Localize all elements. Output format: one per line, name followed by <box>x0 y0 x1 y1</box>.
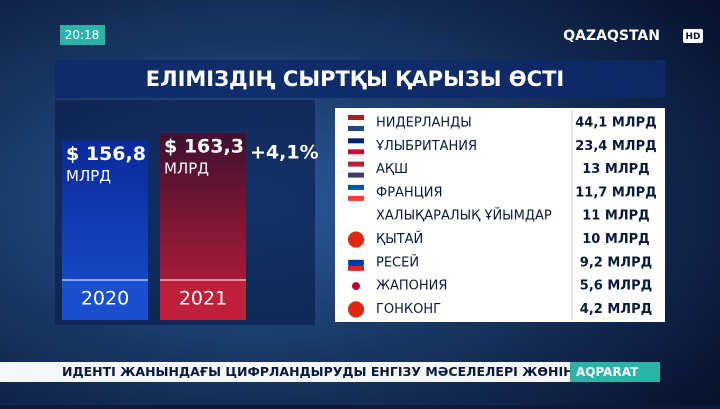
country: НИДЕРЛАНДЫ <box>376 116 472 131</box>
flag-stripe <box>348 265 364 271</box>
category-label: 2021 <box>179 288 227 310</box>
country: ФРАНЦИЯ <box>376 185 443 200</box>
flag-center <box>348 231 364 248</box>
amount: 13 МЛРД <box>582 162 649 177</box>
amount: 9,2 МЛРД <box>580 255 652 270</box>
country: ҰЛЫБРИТАНИЯ <box>375 139 477 154</box>
bar-footer <box>62 280 148 320</box>
flag-center <box>348 301 364 318</box>
country: АҚШ <box>376 162 408 177</box>
hd-text: HD <box>685 32 700 42</box>
table-panel <box>335 108 665 322</box>
flag-stripe <box>348 126 364 131</box>
country: ГОНКОНГ <box>376 302 441 317</box>
country: РЕСЕЙ <box>376 254 419 270</box>
flag-stripe <box>348 172 364 178</box>
amount: 10 МЛРД <box>582 232 649 247</box>
ticker-text: ИДЕНТІ ЖАНЫНДАҒЫ ЦИФРЛАНДЫРУДЫ ЕНГІЗУ МӘ… <box>62 364 606 379</box>
flag-stripe <box>348 254 364 260</box>
value-unit: МЛРД <box>164 160 209 178</box>
country: ҚЫТАЙ <box>376 231 423 247</box>
clock-box <box>60 25 105 45</box>
clock: 20:18 <box>65 28 100 42</box>
title-band <box>55 60 665 98</box>
hd-badge <box>683 29 703 43</box>
country: ЖАПОНИЯ <box>376 279 447 294</box>
ticker-band <box>0 362 570 382</box>
flag-stripe <box>348 115 364 120</box>
flag-stripe <box>348 184 364 190</box>
ticker-brand-box <box>570 362 660 382</box>
bar-footer <box>160 280 246 320</box>
amount: 44,1 МЛРД <box>575 116 656 131</box>
value-unit: МЛРД <box>66 167 111 185</box>
category-label: 2020 <box>81 288 129 310</box>
amount: 11 МЛРД <box>582 209 649 224</box>
amount: 5,6 МЛРД <box>580 279 652 294</box>
amount: 23,4 МЛРД <box>575 139 656 154</box>
amount: 11,7 МЛРД <box>575 185 656 200</box>
flag-center <box>352 282 360 291</box>
value-label: $ 163,3 <box>164 136 244 158</box>
flag-stripe <box>348 195 364 201</box>
amount: 4,2 МЛРД <box>580 302 652 317</box>
flag-stripe <box>348 138 364 144</box>
country: ХАЛЫҚАРАЛЫҚ ҰЙЫМДАР <box>376 208 552 224</box>
flag-stripe <box>348 149 364 155</box>
value-label: $ 156,8 <box>66 143 146 165</box>
change-label: +4,1% <box>250 142 319 164</box>
ticker-brand: AQPARAT <box>576 365 639 379</box>
flag-stripe <box>348 161 364 167</box>
title: ЕЛІМІЗДІҢ СЫРТҚЫ ҚАРЫЗЫ ӨСТІ <box>146 67 564 91</box>
channel-logo: QAZAQSTAN <box>563 28 660 44</box>
